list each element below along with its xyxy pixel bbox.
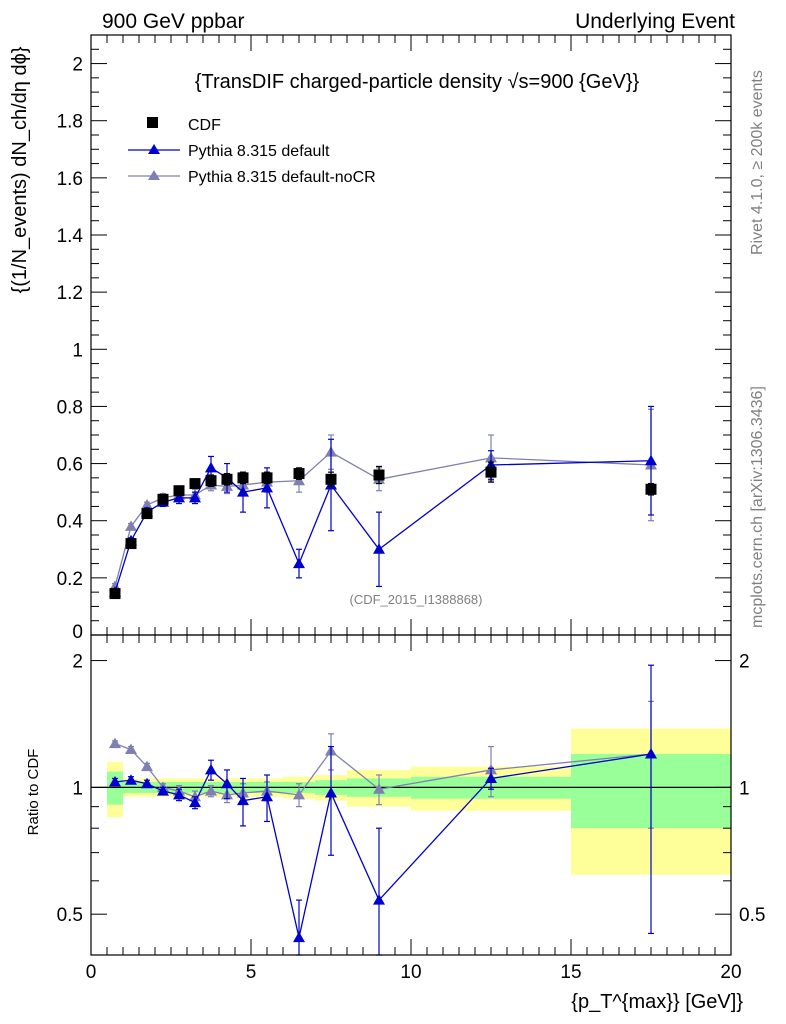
y-tick-label-5: 1 xyxy=(72,340,83,361)
series-2-point-2 xyxy=(141,499,153,510)
ratio-1-point-3 xyxy=(157,785,169,796)
cdf-point-7 xyxy=(221,473,233,485)
ratio-2-point-2 xyxy=(141,760,153,772)
series-1-point-9 xyxy=(261,481,273,493)
y-tick-label-8: 1.6 xyxy=(57,169,83,190)
y-tick-label-1: 0.2 xyxy=(57,569,83,590)
ratio-1-point-6 xyxy=(205,763,217,775)
series-2-point-1 xyxy=(125,520,137,531)
analysis-label: (CDF_2015_I1388868) xyxy=(350,592,483,607)
chart-title: {TransDIF charged-particle density √s=90… xyxy=(195,71,640,93)
series-1-point-10 xyxy=(293,557,305,569)
cdf-point-6 xyxy=(205,475,217,487)
ratio-2-point-1 xyxy=(125,743,137,755)
cdf-point-13 xyxy=(485,466,497,478)
ratio-1-point-0 xyxy=(109,775,121,787)
ratio-data-layer xyxy=(109,664,657,956)
ratio-2-point-10 xyxy=(293,788,305,800)
cdf-point-12 xyxy=(373,469,385,481)
ratio-y-tick-label-left-0: 0.5 xyxy=(57,905,83,926)
ratio-1-point-14 xyxy=(645,748,657,759)
series-1-point-8 xyxy=(237,486,249,497)
y-tick-label-4: 0.8 xyxy=(57,397,83,418)
header-left: 900 GeV ppbar xyxy=(102,10,244,33)
y-tick-label-6: 1.2 xyxy=(57,283,83,304)
ratio-1-point-1 xyxy=(125,774,137,785)
ratio-y-tick-label-right-0: 0.5 xyxy=(739,905,765,926)
x-tick-label-3: 15 xyxy=(560,962,581,983)
cdf-point-14 xyxy=(645,483,657,495)
mcplots-label: mcplots.cern.ch [arXiv:1306.3436] xyxy=(749,386,766,628)
ratio-band-stat-0 xyxy=(107,771,123,805)
x-tick-label-2: 10 xyxy=(400,962,421,983)
ratio-2-point-6 xyxy=(205,785,217,796)
y-tick-label-0: 0 xyxy=(72,622,83,643)
ratio-y-tick-label-left-2: 2 xyxy=(72,652,83,673)
series-1-point-4 xyxy=(173,491,185,503)
cdf-point-9 xyxy=(261,472,273,484)
ratio-y-tick-label-right-2: 2 xyxy=(739,652,750,673)
series-1-point-6 xyxy=(205,461,217,473)
x-axis-label: {p_T^{max}} [GeV]} xyxy=(571,991,743,1013)
y-tick-label-10: 2 xyxy=(72,55,83,76)
cdf-point-10 xyxy=(293,468,305,480)
series-1-point-12 xyxy=(373,543,385,554)
legend-label-nocr: Pythia 8.315 default-noCR xyxy=(188,169,376,186)
ratio-uncertainty-bands xyxy=(107,728,731,875)
cdf-point-4 xyxy=(173,485,185,497)
ratio-frame xyxy=(90,634,732,956)
ratio-plot-area: 0.5 0.5 1 1 2 2 xyxy=(57,652,766,927)
legend-marker-nocr xyxy=(148,170,160,180)
legend-label-cdf: CDF xyxy=(188,117,221,134)
ratio-2-point-0 xyxy=(109,737,121,749)
ratio-1-point-4 xyxy=(173,788,185,800)
main-frame xyxy=(90,34,732,636)
cdf-point-8 xyxy=(237,472,249,484)
cdf-point-1 xyxy=(125,538,137,550)
x-tick-label-1: 5 xyxy=(246,962,257,983)
ratio-y-tick-label-right-1: 1 xyxy=(739,778,750,799)
ratio-y-tick-label-left-1: 1 xyxy=(72,778,83,799)
y-tick-label-7: 1.4 xyxy=(57,226,84,247)
ratio-1-point-12 xyxy=(373,894,385,905)
cdf-point-2 xyxy=(141,508,153,520)
ratio-y-axis-label: Ratio to CDF xyxy=(25,749,42,836)
main-plot-area: 00.20.40.60.811.21.41.61.820 5 10 15 20 xyxy=(57,34,742,983)
series-1-point-14 xyxy=(645,454,657,466)
ratio-2-point-12 xyxy=(373,783,385,794)
series-1-point-5 xyxy=(189,491,201,503)
ratio-1-point-13 xyxy=(485,772,497,783)
y-tick-label-3: 0.6 xyxy=(57,455,83,476)
rivet-version-label: Rivet 4.1.0, ≥ 200k events xyxy=(749,70,766,255)
cdf-point-0 xyxy=(109,588,121,600)
legend-marker-default xyxy=(148,144,160,154)
y-tick-label-9: 1.8 xyxy=(57,112,83,133)
ratio-1-point-8 xyxy=(237,794,249,806)
cdf-point-5 xyxy=(189,478,201,490)
ratio-2-point-5 xyxy=(189,790,201,802)
ratio-1-point-9 xyxy=(261,790,273,802)
series-2-point-10 xyxy=(293,474,305,486)
x-tick-label-0: 0 xyxy=(86,962,97,983)
legend-marker-cdf xyxy=(147,117,158,128)
y-tick-label-2: 0.4 xyxy=(57,512,84,533)
legend: CDF Pythia 8.315 default Pythia 8.315 de… xyxy=(128,117,376,186)
ratio-1-point-2 xyxy=(141,777,153,789)
y-axis-label: {(1/N_events) dN_ch/dη dϕ} xyxy=(9,46,31,293)
x-tick-label-4: 20 xyxy=(720,962,741,983)
legend-label-default: Pythia 8.315 default xyxy=(188,143,330,160)
ratio-1-point-11 xyxy=(325,786,337,798)
cdf-point-11 xyxy=(325,473,337,485)
ratio-1-point-7 xyxy=(221,777,233,789)
ratio-1-point-5 xyxy=(189,796,201,808)
cdf-point-3 xyxy=(157,493,169,505)
main-data-layer xyxy=(109,405,657,600)
ratio-1-point-10 xyxy=(293,931,305,943)
header-right: Underlying Event xyxy=(575,10,735,33)
